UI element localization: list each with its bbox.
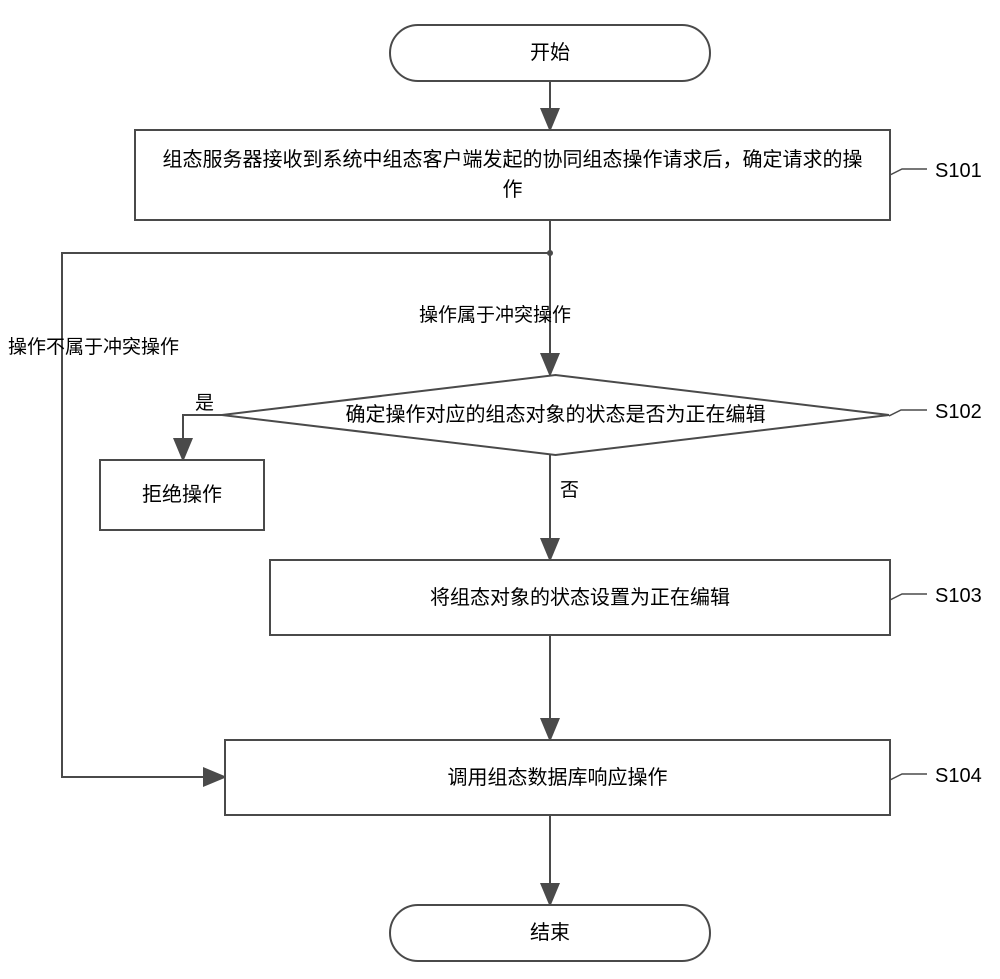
node-label-s103: 将组态对象的状态设置为正在编辑 <box>290 560 870 635</box>
tag-leader-s104 <box>890 774 927 780</box>
node-tag-s103: S103 <box>935 585 982 608</box>
edge-label: 操作不属于冲突操作 <box>8 332 179 359</box>
edge-label: 操作属于冲突操作 <box>419 300 571 327</box>
edge-label: 否 <box>560 475 579 502</box>
node-label-end: 结束 <box>410 905 690 961</box>
node-tag-s102: S102 <box>935 401 982 424</box>
tag-leader-s101 <box>890 169 927 175</box>
node-label-s104: 调用组态数据库响应操作 <box>245 740 870 815</box>
tag-leader-s102 <box>889 410 927 416</box>
node-tag-s101: S101 <box>935 160 982 183</box>
node-label-reject: 拒绝操作 <box>120 460 244 530</box>
edge <box>183 415 222 460</box>
tag-leader-s103 <box>890 594 927 600</box>
node-tag-s104: S104 <box>935 765 982 788</box>
node-label-start: 开始 <box>410 25 690 81</box>
node-label-s102: 确定操作对应的组态对象的状态是否为正在编辑 <box>282 375 829 455</box>
node-label-s101: 组态服务器接收到系统中组态客户端发起的协同组态操作请求后，确定请求的操作 <box>155 130 870 220</box>
edge-label: 是 <box>195 388 214 415</box>
